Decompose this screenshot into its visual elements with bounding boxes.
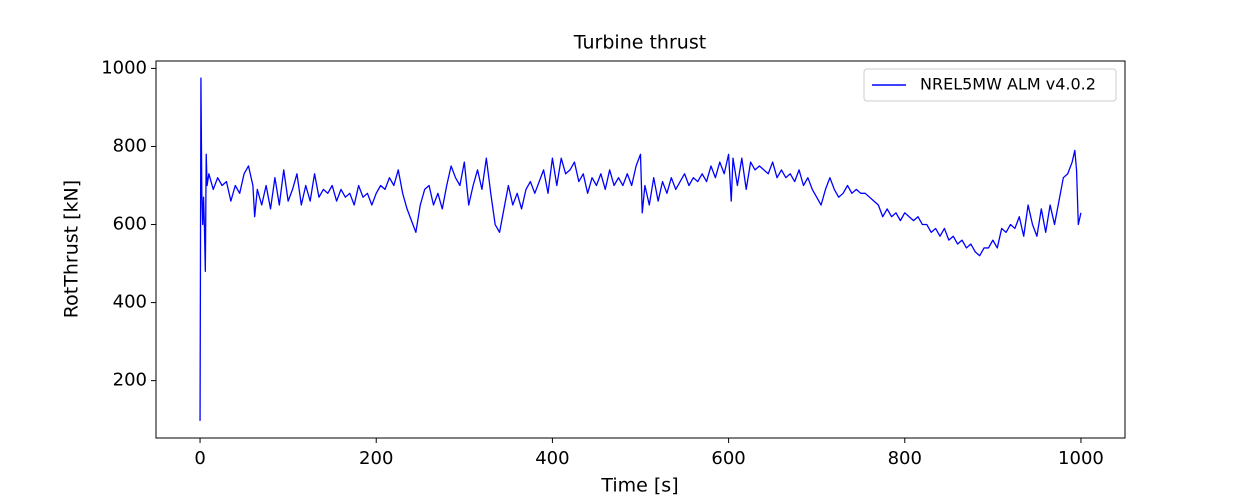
- legend-box: [863, 68, 1117, 102]
- chart-title: Turbine thrust: [573, 32, 706, 54]
- legend: NREL5MW ALM v4.0.2: [863, 68, 1117, 102]
- y-tick-label: 400: [113, 292, 147, 313]
- plot-frame: [155, 60, 1126, 439]
- x-tick-label: 600: [711, 448, 745, 469]
- y-axis-label: RotThrust [kN]: [61, 180, 83, 318]
- x-tick-label: 0: [194, 448, 205, 469]
- y-tick-label: 600: [113, 214, 147, 235]
- x-tick-label: 400: [535, 448, 569, 469]
- legend-label: NREL5MW ALM v4.0.2: [920, 75, 1096, 94]
- x-tick-label: 1000: [1058, 448, 1104, 469]
- y-tick-label: 200: [113, 370, 147, 391]
- x-axis-label: Time [s]: [600, 475, 678, 497]
- y-tick-label: 800: [113, 135, 147, 156]
- series-line: [199, 77, 1082, 421]
- y-tick-label: 1000: [101, 57, 147, 78]
- x-tick-label: 800: [888, 448, 922, 469]
- x-tick-label: 200: [359, 448, 393, 469]
